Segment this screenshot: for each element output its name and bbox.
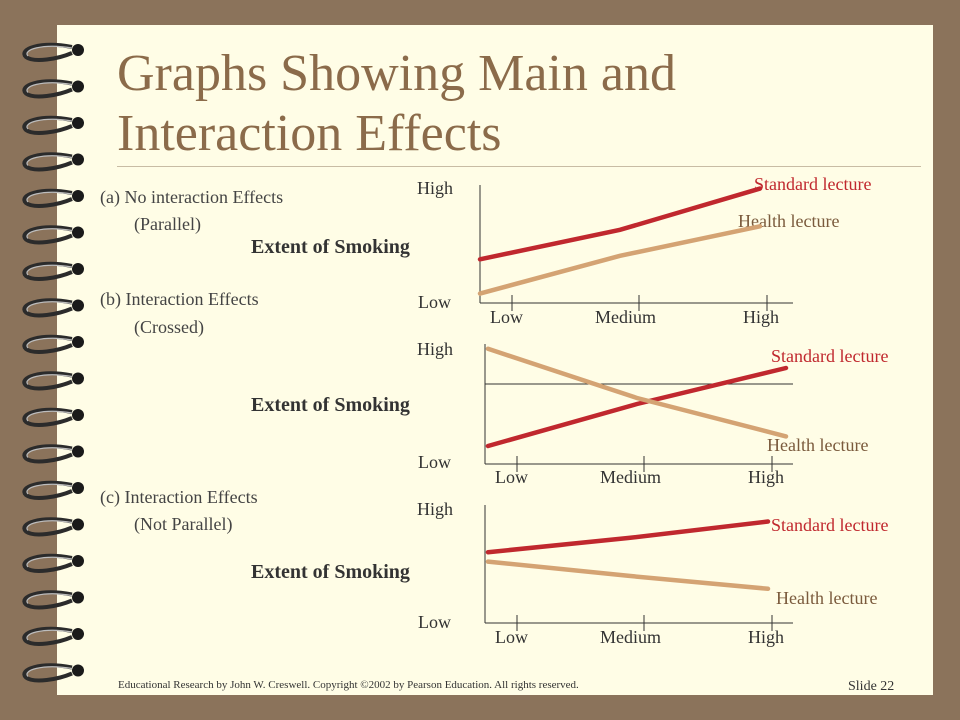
binding-ring: [22, 115, 84, 135]
binding-ring: [22, 42, 84, 62]
y-tick-label-low: Low: [418, 612, 451, 632]
x-tick-label: Low: [495, 627, 528, 647]
binding-ring: [22, 517, 84, 537]
standard-lecture-label: Standard lecture: [771, 515, 889, 535]
x-tick-label: Medium: [595, 307, 656, 327]
binding-ring: [22, 371, 84, 391]
x-tick-label: High: [743, 307, 779, 327]
condition-c-label: (c) Interaction Effects: [100, 487, 258, 507]
binding-ring: [22, 590, 84, 610]
title-line-2: Interaction Effects: [117, 105, 502, 162]
condition-a-label: (a) No interaction Effects: [100, 187, 284, 207]
slide-page: [57, 25, 933, 695]
standard-lecture-line: [485, 365, 789, 449]
binding-ring: [22, 261, 84, 281]
standard-lecture-label: Standard lecture: [754, 174, 872, 194]
footer-copyright: Educational Research by John W. Creswell…: [118, 679, 579, 691]
y-tick-label-high: High: [417, 339, 453, 359]
slide-number: Slide 22: [848, 679, 895, 694]
binding-ring: [22, 334, 84, 354]
condition-b-sublabel: (Crossed): [134, 317, 204, 337]
x-tick-label: High: [748, 627, 784, 647]
standard-lecture-line: [485, 519, 771, 555]
x-tick-label: Medium: [600, 627, 661, 647]
x-tick-label: Low: [490, 307, 523, 327]
title-divider: [117, 166, 921, 167]
slide-title: Graphs Showing Main and Interaction Effe…: [117, 44, 917, 164]
x-tick-label: High: [748, 467, 784, 487]
y-axis-label: Extent of Smoking: [251, 394, 410, 416]
health-lecture-label: Health lecture: [738, 211, 840, 231]
y-axis-label: Extent of Smoking: [251, 236, 410, 258]
binding-ring: [22, 626, 84, 646]
health-lecture-label: Health lecture: [776, 588, 878, 608]
y-tick-label-high: High: [417, 178, 453, 198]
binding-ring: [22, 298, 84, 318]
binding-ring: [22, 79, 84, 99]
title-line-1: Graphs Showing Main and: [117, 45, 676, 102]
x-tick-label: Medium: [600, 467, 661, 487]
condition-a-sublabel: (Parallel): [134, 214, 201, 234]
x-tick-label: Low: [495, 467, 528, 487]
binding-ring: [22, 152, 84, 172]
standard-lecture-line: [477, 186, 763, 262]
standard-lecture-label: Standard lecture: [771, 346, 889, 366]
y-tick-label-high: High: [417, 499, 453, 519]
binding-ring: [22, 480, 84, 500]
binding-ring: [22, 553, 84, 573]
binding-ring: [22, 225, 84, 245]
binding-ring: [22, 663, 84, 683]
binding-ring: [22, 188, 84, 208]
condition-c-sublabel: (Not Parallel): [134, 514, 233, 534]
health-lecture-line: [485, 346, 789, 439]
binding-ring: [22, 444, 84, 464]
condition-b-label: (b) Interaction Effects: [100, 289, 259, 309]
y-tick-label-low: Low: [418, 452, 451, 472]
y-tick-label-low: Low: [418, 292, 451, 312]
health-lecture-label: Health lecture: [767, 435, 869, 455]
y-axis-label: Extent of Smoking: [251, 561, 410, 583]
spiral-binding: [22, 42, 84, 683]
binding-ring: [22, 407, 84, 427]
health-lecture-line: [485, 559, 771, 592]
health-lecture-line: [477, 224, 763, 296]
